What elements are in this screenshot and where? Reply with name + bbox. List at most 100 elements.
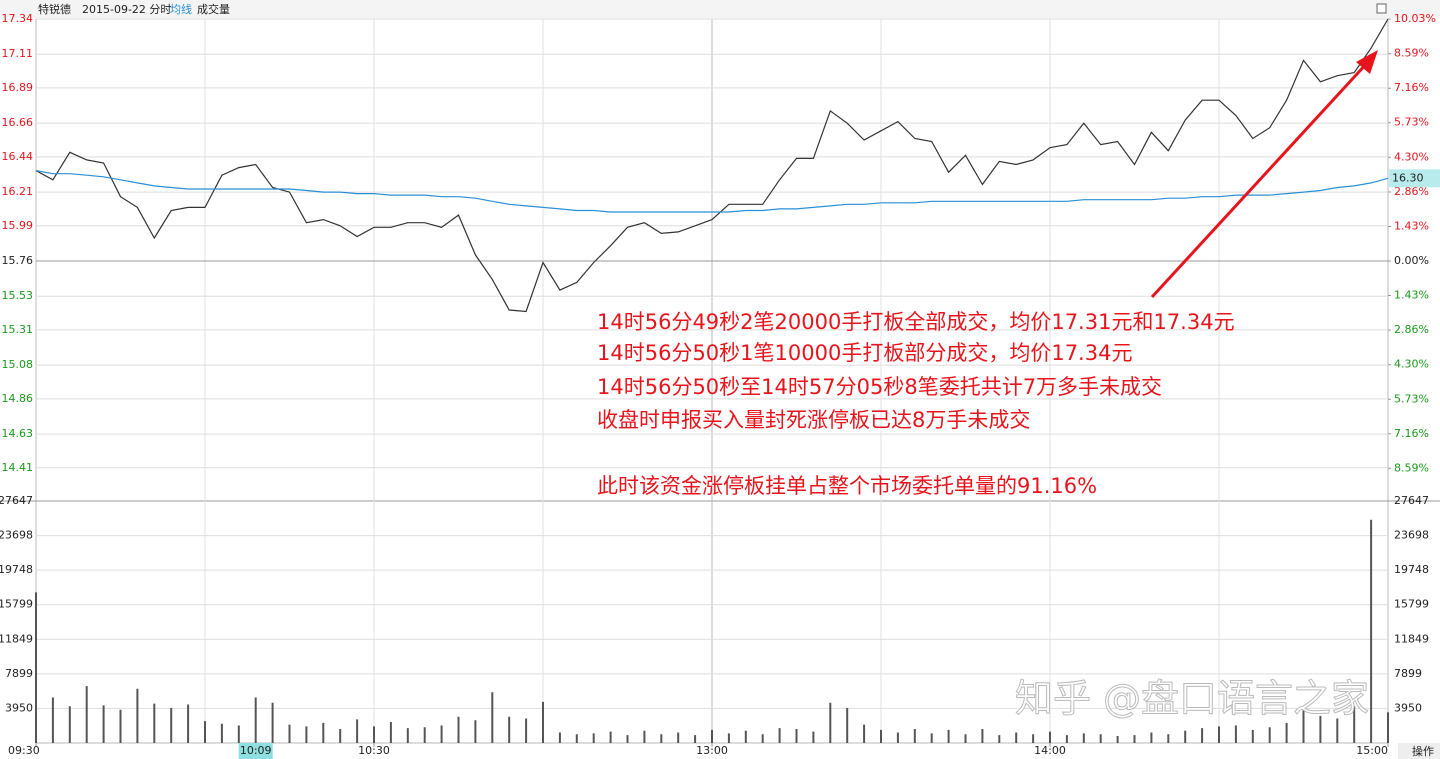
y2-tick-label: 15799	[1394, 598, 1429, 611]
volume-bar	[1218, 726, 1220, 743]
annotation: 收盘时申报买入量封死涨停板已达8万手未成交	[597, 408, 1030, 432]
y-tick-label: 15.08	[2, 358, 34, 371]
y-tick-label: 14.63	[2, 427, 34, 440]
volume-bar	[930, 733, 933, 743]
volume-label: 成交量	[197, 2, 230, 16]
volume-bar	[153, 703, 156, 743]
volume-bar	[389, 721, 392, 743]
y2-tick-label: 8.59%	[1394, 461, 1429, 474]
volume-bar	[1015, 732, 1018, 743]
y2-tick-label: 19748	[1394, 563, 1429, 576]
x-tick-label: 13:00	[696, 744, 728, 757]
stock-name: 特锐德	[38, 2, 71, 16]
volume-bar	[51, 697, 54, 743]
y-tick-label: 3950	[5, 701, 33, 714]
x-tick-label: 15:00	[1356, 744, 1388, 757]
y2-tick-label: 1.43%	[1394, 289, 1429, 302]
volume-bar	[220, 723, 223, 743]
y2-tick-label: 2.86%	[1394, 185, 1429, 198]
button-bg[interactable]	[1398, 743, 1440, 759]
y-tick-label: 15.31	[2, 323, 34, 336]
volume-bar	[1336, 718, 1339, 743]
volume-bar	[880, 729, 882, 743]
volume-bar	[812, 731, 815, 743]
x-tick-label: 10:30	[358, 744, 390, 757]
y2-tick-label: 7.16%	[1394, 81, 1429, 94]
y2-tick-label: 23698	[1394, 529, 1429, 542]
volume-bar	[254, 697, 257, 743]
arrow-head	[1356, 50, 1378, 74]
legend-avg: 均线	[170, 2, 192, 16]
volume-bar	[1251, 729, 1254, 743]
y-tick-label: 7899	[5, 667, 33, 680]
volume-bar	[457, 716, 460, 743]
y2-tick-label: 3950	[1394, 701, 1422, 714]
annotation: 14时56分50秒至14时57分05秒8笔委托共计7万多手未成交	[597, 375, 1162, 399]
volume-bar	[237, 725, 240, 743]
volume-bar	[643, 730, 646, 743]
volume-bar	[187, 704, 190, 743]
volume-bar	[1234, 725, 1237, 743]
volume-bar	[1353, 706, 1356, 743]
y-tick-label: 16.66	[2, 116, 34, 129]
volume-bar	[474, 720, 477, 743]
x-tick-label: 09:30	[8, 744, 40, 757]
volume-bar	[761, 734, 764, 743]
volume-bar	[744, 730, 747, 743]
volume-bar	[626, 735, 629, 743]
volume-bar	[1032, 734, 1035, 743]
volume-bar	[356, 719, 359, 743]
volume-bar	[440, 725, 443, 743]
average-line	[35, 170, 1389, 213]
volume-bar	[119, 709, 122, 743]
volume-bar	[998, 735, 1001, 743]
y-tick-label: 16.89	[2, 81, 34, 94]
y-tick-label: 15.76	[2, 254, 34, 267]
y2-tick-label: 7.16%	[1394, 427, 1429, 440]
volume-bar	[85, 686, 88, 743]
x-tick-label: 14:00	[1034, 744, 1066, 757]
annotation: 此时该资金涨停板挂单占整个市场委托单量的91.16%	[597, 474, 1097, 498]
volume-bar	[68, 706, 71, 743]
volume-bar	[795, 728, 798, 743]
volume-bar	[609, 731, 612, 743]
y2-tick-label: 0.00%	[1394, 254, 1429, 267]
y2-tick-label: 1.43%	[1394, 219, 1429, 232]
annotation-arrow	[1150, 60, 1370, 299]
y2-tick-label: 11849	[1394, 632, 1429, 645]
volume-bar	[727, 733, 730, 743]
volume-bar	[136, 688, 139, 743]
volume-bar	[1319, 715, 1322, 743]
volume-bar	[660, 734, 663, 743]
volume-bar	[1184, 730, 1187, 743]
y2-tick-label: 27647	[1394, 494, 1429, 507]
y-tick-label: 27647	[0, 494, 33, 507]
y2-tick-label: 7899	[1394, 667, 1422, 680]
y2-tick-label: 8.59%	[1394, 47, 1429, 60]
y2-tick-label: 5.73%	[1394, 116, 1429, 129]
volume-bar	[711, 729, 713, 743]
y2-tick-label: 10.03%	[1394, 12, 1436, 25]
volume-bar	[525, 718, 528, 743]
toggle-icon[interactable]	[1376, 3, 1387, 14]
volume-bar	[373, 726, 375, 743]
volume-bar	[35, 592, 37, 743]
y-tick-label: 11849	[0, 632, 33, 645]
volume-bar	[778, 728, 781, 743]
y-tick-label: 14.41	[2, 461, 34, 474]
annotation: 14时56分50秒1笔10000手打板部分成交，均价17.34元	[597, 341, 1132, 365]
volume-bar	[288, 724, 291, 743]
volume-bar	[491, 692, 494, 743]
volume-bar	[1133, 735, 1136, 743]
volume-bar	[558, 732, 561, 743]
volume-bar	[964, 734, 967, 743]
y-tick-label: 23698	[0, 529, 33, 542]
volume-bar	[423, 727, 426, 743]
annotation: 14时56分49秒2笔20000手打板全部成交，均价17.31元和17.34元	[597, 310, 1235, 334]
y-tick-label: 14.86	[2, 392, 34, 405]
volume-bar	[1387, 712, 1389, 743]
operate-button[interactable]: 操作	[1412, 744, 1434, 758]
volume-bar	[913, 728, 916, 743]
volume-bar	[339, 728, 342, 743]
